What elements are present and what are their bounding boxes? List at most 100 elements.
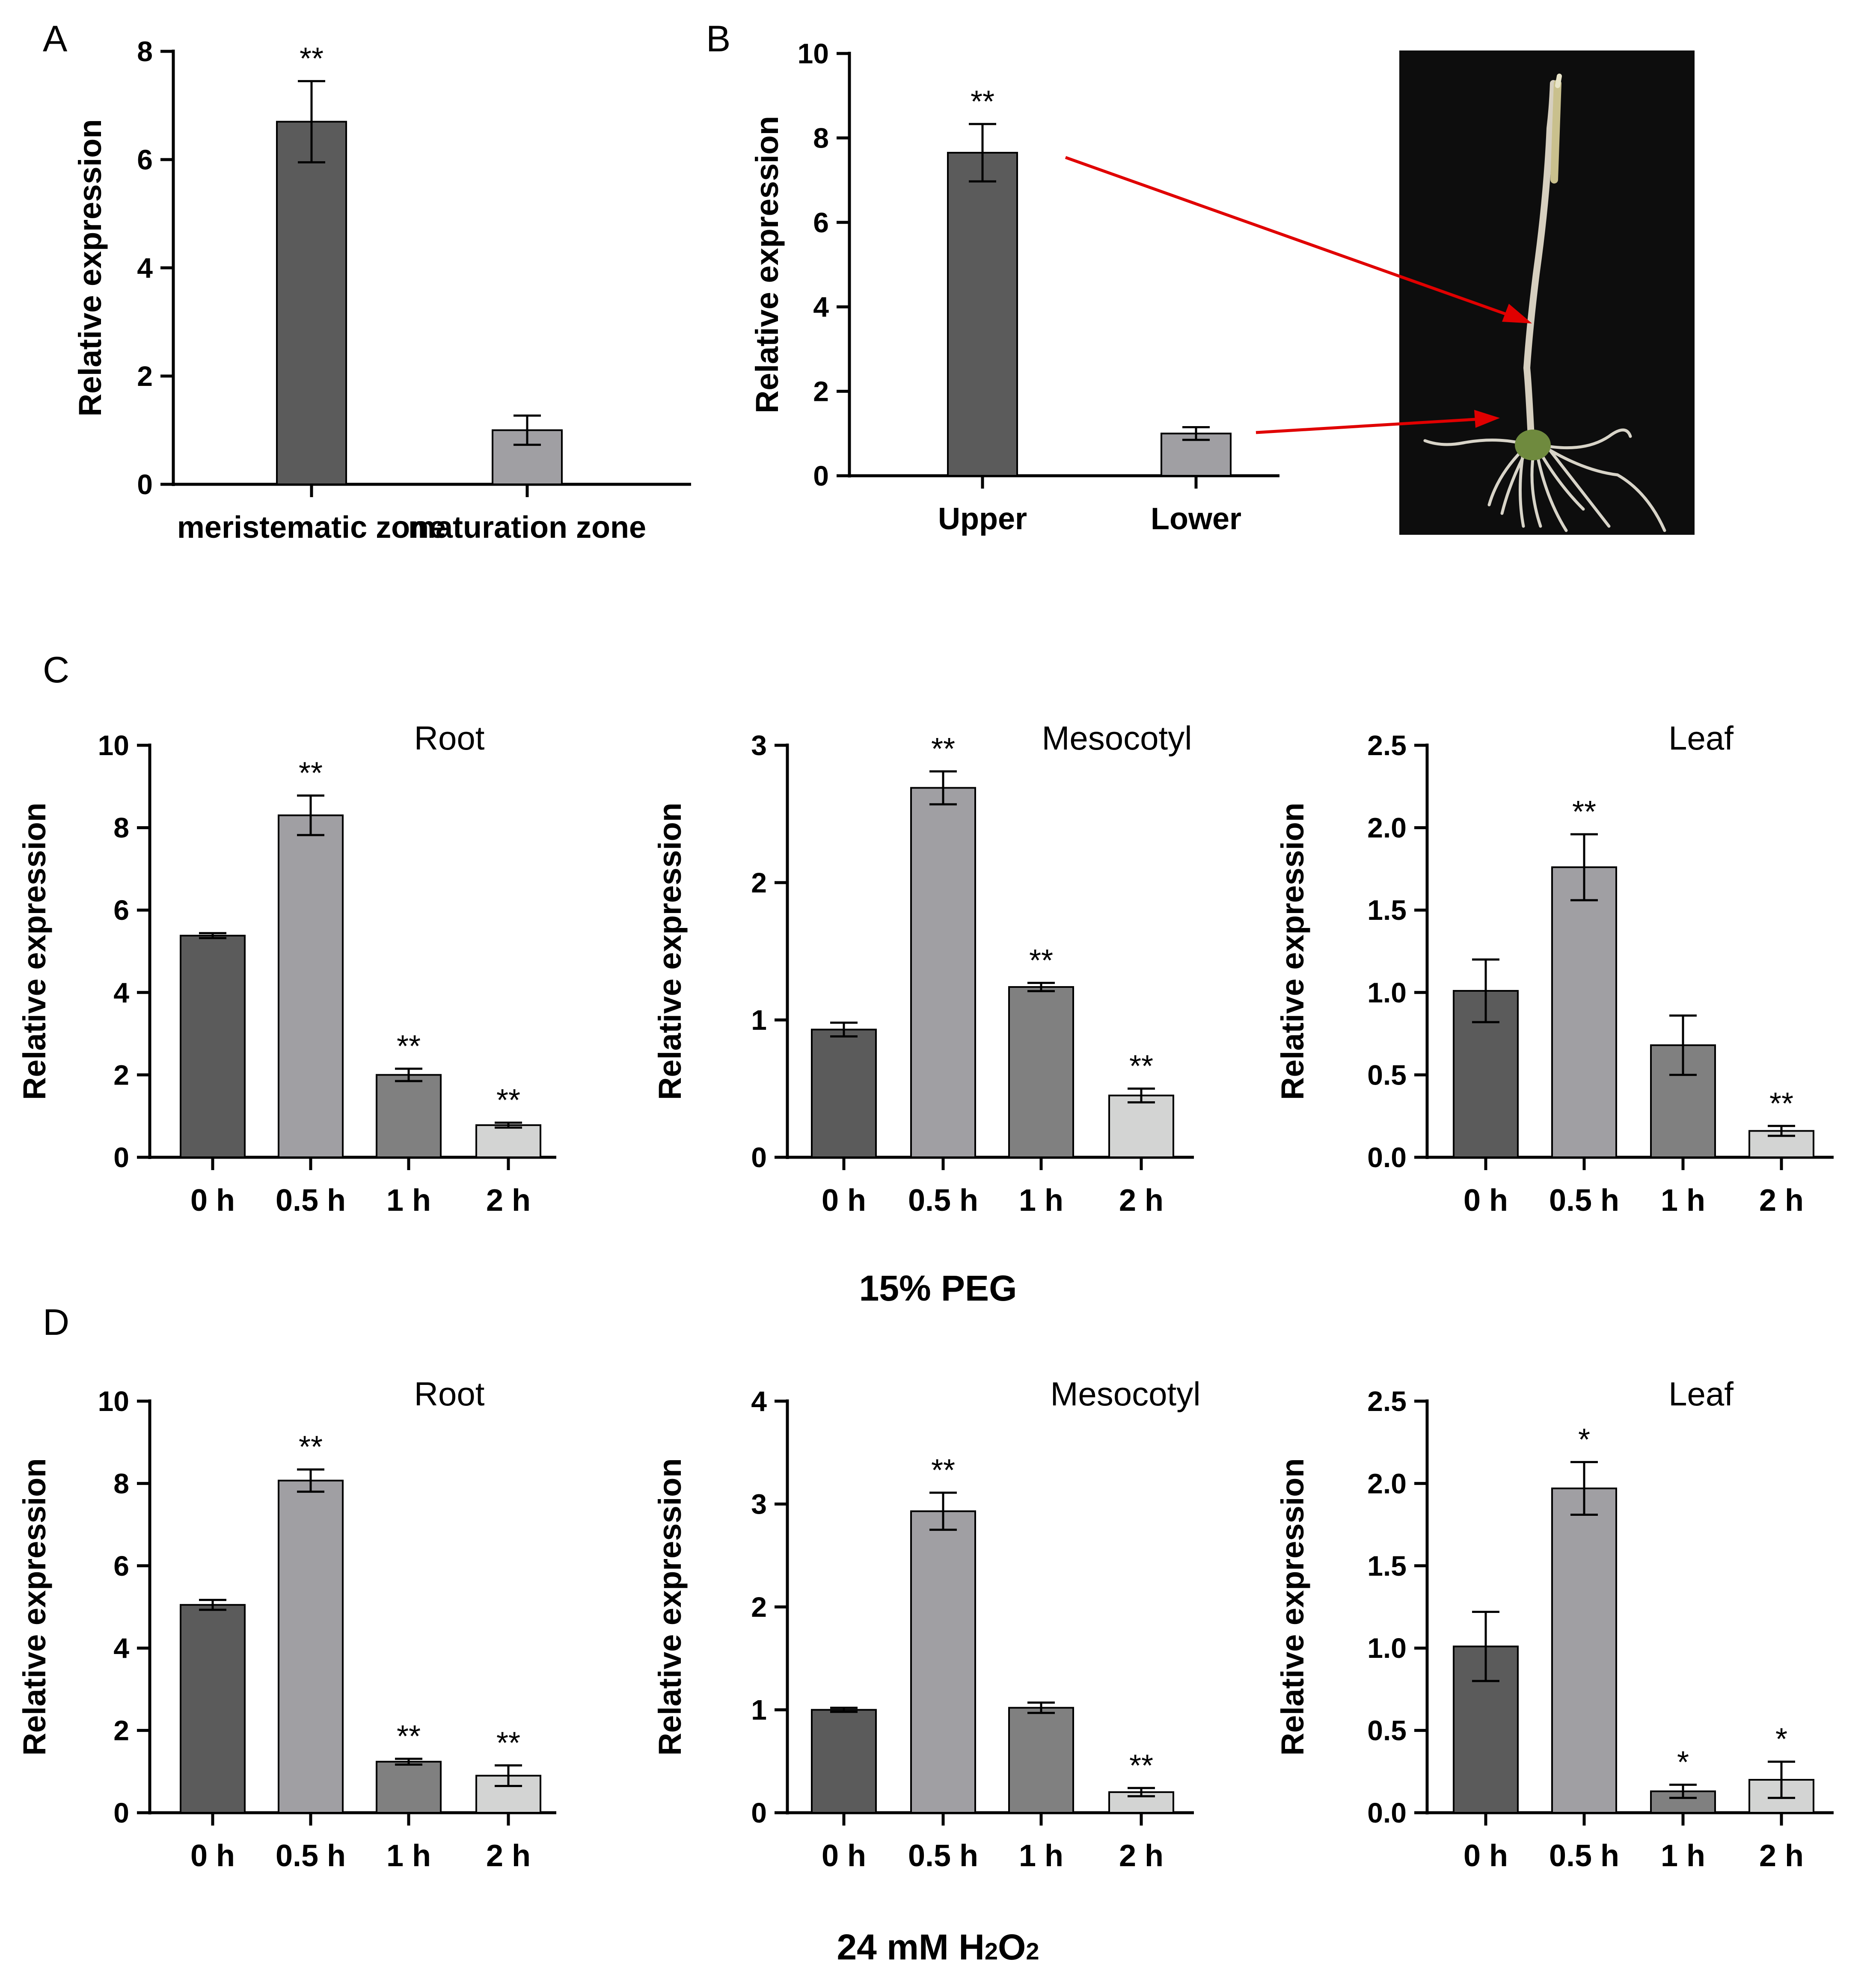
y-tick-label: 0.0 bbox=[1367, 1797, 1407, 1829]
bar bbox=[910, 787, 976, 1158]
group-label-h2o2-prefix: 24 mM H bbox=[837, 1927, 984, 1967]
y-axis-label: Relative expression bbox=[1275, 803, 1310, 1100]
significance-mark: ** bbox=[971, 85, 994, 119]
y-tick-label: 8 bbox=[113, 812, 129, 844]
bar bbox=[1551, 1487, 1617, 1814]
y-axis-label: Relative expression bbox=[652, 1458, 688, 1755]
bar bbox=[278, 1479, 344, 1814]
seed bbox=[1515, 430, 1551, 460]
category-label: Upper bbox=[938, 502, 1027, 536]
category-label: 0.5 h bbox=[908, 1839, 978, 1873]
chart-c-root: 0 2 4 6 8 10 Relative expression Root 0 h ** 0.5 h… bbox=[17, 719, 556, 1218]
y-tick-label: 2.0 bbox=[1367, 1467, 1407, 1499]
significance-mark: ** bbox=[299, 756, 323, 790]
annotation-arrows bbox=[1065, 156, 1532, 434]
y-tick-label: 8 bbox=[137, 36, 153, 67]
y-tick-label: 0 bbox=[813, 460, 829, 492]
y-tick-label: 6 bbox=[813, 207, 829, 238]
category-label: 0 h bbox=[822, 1183, 866, 1218]
y-axis-label: Relative expression bbox=[17, 1458, 52, 1755]
panel-label-c: C bbox=[43, 649, 69, 691]
significance-mark: ** bbox=[299, 1430, 323, 1464]
category-label: 1 h bbox=[1661, 1183, 1705, 1218]
y-tick-label: 2 bbox=[137, 360, 153, 392]
category-label: 1 h bbox=[1661, 1839, 1705, 1873]
y-tick-label: 4 bbox=[137, 252, 153, 284]
significance-mark: * bbox=[1578, 1423, 1590, 1457]
bar bbox=[180, 934, 246, 1158]
y-axis-label: Relative expression bbox=[72, 119, 108, 416]
category-label: 2 h bbox=[486, 1183, 531, 1218]
y-axis-label: Relative expression bbox=[652, 803, 688, 1100]
chart-title: Root bbox=[414, 719, 485, 757]
significance-mark: ** bbox=[397, 1029, 421, 1064]
y-tick-label: 0.0 bbox=[1367, 1141, 1407, 1173]
panel-label-d: D bbox=[43, 1302, 69, 1343]
significance-mark: ** bbox=[1572, 795, 1596, 829]
bar bbox=[1008, 1707, 1074, 1814]
y-tick-label: 2 bbox=[113, 1715, 129, 1746]
coleoptile-tip bbox=[1555, 74, 1562, 88]
significance-mark: * bbox=[1677, 1746, 1689, 1780]
bar bbox=[180, 1604, 246, 1814]
chart-title: Leaf bbox=[1668, 1375, 1734, 1413]
category-label: Lower bbox=[1151, 502, 1241, 536]
group-label-h2o2-mid: O bbox=[998, 1927, 1026, 1967]
bar bbox=[910, 1510, 976, 1814]
y-tick-label: 1.0 bbox=[1367, 1632, 1407, 1664]
category-label: 0 h bbox=[190, 1839, 235, 1873]
y-axis-label: Relative expression bbox=[1275, 1458, 1310, 1755]
chart-title: Root bbox=[414, 1375, 485, 1413]
bar bbox=[1008, 986, 1074, 1158]
significance-mark: ** bbox=[931, 1453, 955, 1488]
y-tick-label: 1 bbox=[751, 1694, 767, 1726]
y-tick-label: 0 bbox=[137, 468, 153, 500]
category-label: 0 h bbox=[190, 1183, 235, 1218]
category-label: maturation zone bbox=[408, 510, 646, 545]
chart-d-mesocotyl: 0 1 2 3 4 Relative expression Mesocotyl 0 h ** 0.… bbox=[652, 1375, 1201, 1873]
arrow-upper-head bbox=[1502, 304, 1532, 323]
category-label: 1 h bbox=[1019, 1183, 1063, 1218]
arrow-lower-head bbox=[1474, 410, 1500, 428]
category-label: 1 h bbox=[386, 1183, 431, 1218]
y-tick-label: 2 bbox=[751, 1591, 767, 1623]
chart-d-root: 0 2 4 6 8 10 Relative expression Root 0 h ** 0.5 h… bbox=[17, 1375, 556, 1873]
category-label: 1 h bbox=[1019, 1839, 1063, 1873]
y-tick-label: 1 bbox=[751, 1004, 767, 1036]
y-tick-label: 4 bbox=[813, 291, 829, 323]
category-label: 0.5 h bbox=[276, 1183, 346, 1218]
significance-mark: ** bbox=[300, 42, 324, 76]
y-tick-label: 2 bbox=[113, 1059, 129, 1091]
chart-a: 0 2 4 6 8 Relative expression ** meristematic z… bbox=[72, 36, 691, 545]
bar bbox=[1108, 1094, 1174, 1159]
y-tick-label: 6 bbox=[137, 144, 153, 175]
arrow-upper-shaft bbox=[1065, 156, 1511, 317]
group-label-peg: 15% PEG bbox=[859, 1268, 1017, 1308]
significance-mark: ** bbox=[397, 1719, 421, 1754]
y-tick-label: 0 bbox=[113, 1141, 129, 1173]
chart-title: Mesocotyl bbox=[1042, 719, 1192, 757]
chart-title: Leaf bbox=[1668, 719, 1734, 757]
bar bbox=[811, 1709, 877, 1814]
y-tick-label: 2.0 bbox=[1367, 812, 1407, 844]
chart-b: 0 2 4 6 8 10 Relative expression ** Upper Lower bbox=[749, 38, 1279, 536]
significance-mark: ** bbox=[1769, 1087, 1793, 1121]
group-label-h2o2-sub2: 2 bbox=[1026, 1938, 1039, 1965]
bar bbox=[376, 1074, 442, 1158]
significance-mark: ** bbox=[1029, 943, 1053, 978]
chart-c-leaf: 0.0 0.5 1.0 1.5 2.0 2.5 Relative expression Lea… bbox=[1275, 719, 1834, 1218]
category-label: 2 h bbox=[1119, 1183, 1164, 1218]
bar bbox=[475, 1124, 541, 1158]
y-tick-label: 4 bbox=[113, 1632, 129, 1664]
significance-mark: ** bbox=[1129, 1049, 1153, 1084]
y-tick-label: 1.5 bbox=[1367, 894, 1407, 926]
category-label: 2 h bbox=[486, 1839, 531, 1873]
bar bbox=[811, 1029, 877, 1158]
y-tick-label: 6 bbox=[113, 1550, 129, 1582]
chart-c-mesocotyl: 0 1 2 3 Relative expression Mesocotyl 0 h ** 0.5… bbox=[652, 719, 1194, 1218]
y-axis-label: Relative expression bbox=[17, 803, 52, 1100]
bar bbox=[276, 121, 347, 485]
category-label: 2 h bbox=[1759, 1183, 1804, 1218]
